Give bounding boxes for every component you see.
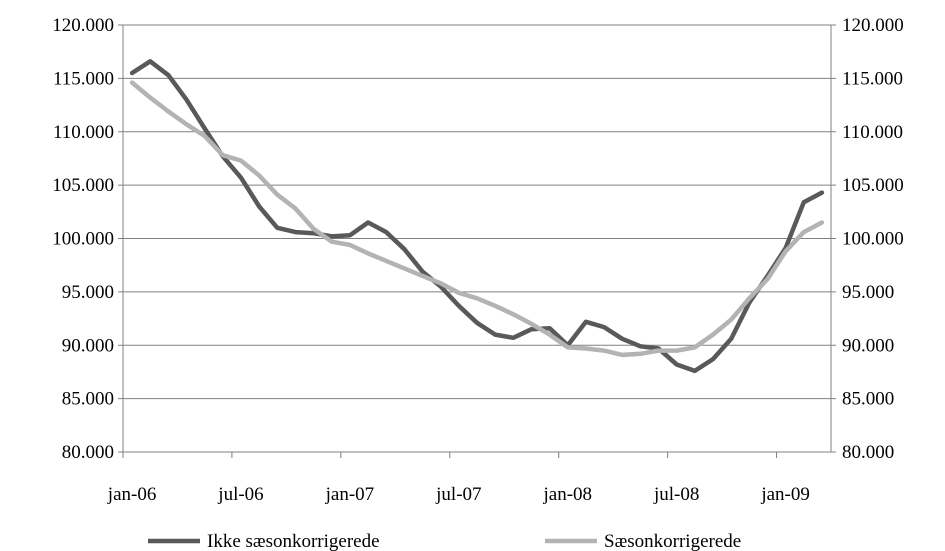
x-tick-label: jul-08 [653,484,699,505]
x-tick-label: jan-07 [325,484,375,505]
series-line-2 [129,80,825,358]
y-tick-label-left: 80.000 [62,442,114,463]
y-tick-label-right: 105.000 [842,175,904,196]
series-line-1 [129,59,825,374]
y-tick-label-right: 80.000 [842,442,894,463]
x-tick-label: jul-06 [217,484,263,505]
y-tick-label-right: 85.000 [842,389,894,410]
legend-label-1: Ikke sæsonkorrigerede [207,531,380,551]
y-tick-label-left: 90.000 [62,335,114,356]
y-tick-label-right: 95.000 [842,282,894,303]
y-tick-label-right: 90.000 [842,335,894,356]
series-lines [129,59,825,374]
y-tick-label-left: 110.000 [53,122,114,143]
x-tick-label: jan-08 [542,484,592,505]
y-tick-label-left: 85.000 [62,389,114,410]
axes [118,24,836,458]
legend-label-2: Sæsonkorrigerede [604,531,741,551]
y-tick-label-left: 120.000 [52,15,114,36]
x-tick-label: jan-06 [107,484,157,505]
y-tick-label-right: 115.000 [842,68,903,89]
y-tick-label-left: 105.000 [52,175,114,196]
y-tick-label-right: 110.000 [842,122,903,143]
x-axis-labels: jan-06 jul-06 jan-07 jul-07 jan-08 jul-08 jan-… [107,484,810,505]
x-tick-label: jan-09 [760,484,810,505]
y-tick-label-right: 120.000 [842,15,904,36]
y-tick-label-right: 100.000 [842,229,904,250]
legend: Ikke sæsonkorrigerede Sæsonkorrigerede [148,531,741,551]
y-tick-label-left: 100.000 [52,229,114,250]
y-tick-label-left: 115.000 [53,68,114,89]
gridlines [123,24,831,400]
y-axis-left-labels: 80.000 85.000 90.000 95.000 100.000 105.000 11… [52,15,114,463]
y-axis-right-labels: 80.000 85.000 90.000 95.000 100.000 105.000 11… [842,15,904,463]
y-tick-label-left: 95.000 [62,282,114,303]
x-tick-label: jul-07 [435,484,481,505]
